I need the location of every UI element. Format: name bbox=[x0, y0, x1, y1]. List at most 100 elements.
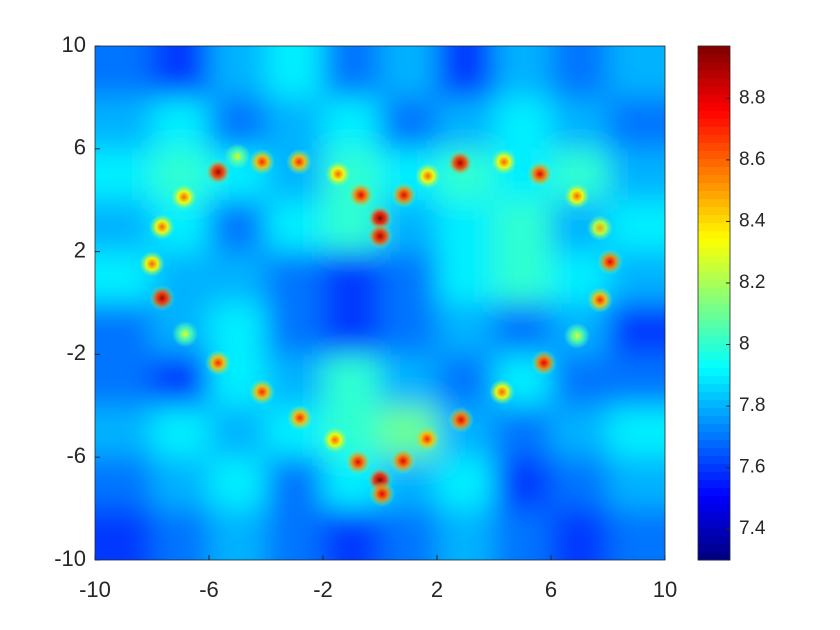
heat-cell bbox=[551, 405, 609, 458]
colorbar-swatch bbox=[698, 511, 730, 521]
y-tick-label: 6 bbox=[74, 135, 86, 160]
peak bbox=[345, 449, 372, 476]
peak bbox=[490, 148, 517, 175]
colorbar-swatch bbox=[698, 70, 730, 79]
colorbar-swatch bbox=[698, 303, 730, 312]
heat-cell bbox=[551, 508, 609, 560]
colorbar-swatch bbox=[698, 102, 730, 111]
peaks bbox=[139, 143, 623, 507]
colorbar-swatch bbox=[698, 335, 730, 344]
colorbar-swatch bbox=[698, 190, 730, 200]
heat-cell bbox=[494, 457, 552, 510]
peak bbox=[368, 480, 395, 507]
peak bbox=[414, 425, 441, 452]
colorbar-swatch bbox=[698, 86, 730, 95]
colorbar-swatch bbox=[698, 174, 730, 184]
heat-cell bbox=[323, 354, 381, 407]
x-tick-label: -2 bbox=[313, 577, 333, 602]
colorbar-swatch bbox=[698, 551, 730, 561]
colorbar-swatch bbox=[698, 206, 730, 216]
colorbar-swatch bbox=[698, 367, 730, 376]
peak bbox=[321, 426, 348, 453]
colorbar-swatch bbox=[698, 270, 730, 280]
heat-cell bbox=[323, 46, 381, 98]
colorbar-tick-label: 7.8 bbox=[739, 395, 765, 416]
colorbar-tick-label: 8 bbox=[739, 334, 750, 355]
plot-frame bbox=[94, 45, 666, 561]
heat-cell bbox=[266, 200, 324, 253]
colorbar-swatch bbox=[698, 519, 730, 529]
colorbar-swatch bbox=[698, 399, 730, 408]
colorbar-swatch bbox=[698, 238, 730, 248]
heat-cell bbox=[608, 97, 665, 150]
colorbar-swatch bbox=[698, 142, 730, 151]
peak bbox=[148, 213, 175, 240]
heat-cell bbox=[209, 405, 267, 458]
y-tick-label: -10 bbox=[54, 546, 86, 571]
heat-cell bbox=[437, 508, 495, 560]
colorbar-swatch bbox=[698, 46, 730, 55]
heat-cell bbox=[266, 457, 324, 510]
heat-cell bbox=[95, 46, 153, 98]
heat-cell bbox=[95, 200, 153, 253]
heat-cell bbox=[323, 303, 381, 355]
colorbar-swatch bbox=[698, 94, 730, 103]
colorbar-swatch bbox=[698, 391, 730, 400]
peak bbox=[488, 378, 515, 405]
heat-cell bbox=[95, 354, 153, 407]
heat-cell bbox=[209, 46, 267, 98]
heat-cell bbox=[266, 46, 324, 98]
heat-cell bbox=[95, 303, 153, 355]
colorbar-swatch bbox=[698, 431, 730, 441]
colorbar-swatch bbox=[698, 327, 730, 336]
peak bbox=[148, 285, 175, 312]
heat-cell bbox=[608, 405, 665, 458]
colorbar-swatch bbox=[698, 319, 730, 328]
peak bbox=[325, 160, 352, 187]
peak bbox=[249, 148, 276, 175]
colorbar-swatch bbox=[698, 262, 730, 272]
heat-cell bbox=[266, 251, 324, 304]
heat-cell bbox=[209, 251, 267, 304]
heat-cell bbox=[380, 46, 438, 98]
colorbar-swatch bbox=[698, 134, 730, 143]
peak bbox=[205, 158, 232, 185]
peak bbox=[447, 149, 474, 176]
x-tick-label: 2 bbox=[431, 577, 443, 602]
colorbar-tick-label: 8.4 bbox=[739, 210, 766, 231]
peak bbox=[139, 250, 165, 277]
colorbar-swatch bbox=[698, 182, 730, 192]
colorbar-tick-label: 8.6 bbox=[739, 149, 765, 170]
heat-cell bbox=[209, 508, 267, 560]
heat-cell bbox=[437, 354, 495, 407]
colorbar-tick-label: 7.6 bbox=[739, 457, 765, 478]
peak bbox=[596, 248, 623, 275]
heat-cell bbox=[608, 303, 665, 355]
heat-cell bbox=[152, 354, 210, 407]
x-tick-label: 10 bbox=[653, 577, 677, 602]
colorbar-swatch bbox=[698, 294, 730, 304]
colorbar-swatch bbox=[698, 423, 730, 432]
heat-cell bbox=[608, 200, 665, 253]
peak bbox=[205, 349, 232, 376]
heat-cell bbox=[152, 46, 210, 98]
peak bbox=[390, 182, 417, 209]
heat-cell bbox=[95, 251, 153, 304]
heat-cell bbox=[266, 97, 324, 150]
heat-cell bbox=[494, 200, 552, 253]
peak bbox=[347, 182, 374, 209]
x-tick-label: -6 bbox=[199, 577, 219, 602]
peak bbox=[286, 404, 313, 431]
colorbar-swatch bbox=[698, 62, 730, 71]
colorbar-swatch bbox=[698, 471, 730, 481]
y-tick-label: 2 bbox=[74, 237, 86, 262]
heat-cell bbox=[608, 508, 665, 560]
heat-cell bbox=[266, 354, 324, 407]
peak bbox=[170, 184, 197, 211]
colorbar-swatch bbox=[698, 375, 730, 384]
heat-cell bbox=[209, 457, 267, 510]
heat-cell bbox=[380, 251, 438, 304]
heat-cell bbox=[95, 405, 153, 458]
peak bbox=[172, 321, 199, 348]
